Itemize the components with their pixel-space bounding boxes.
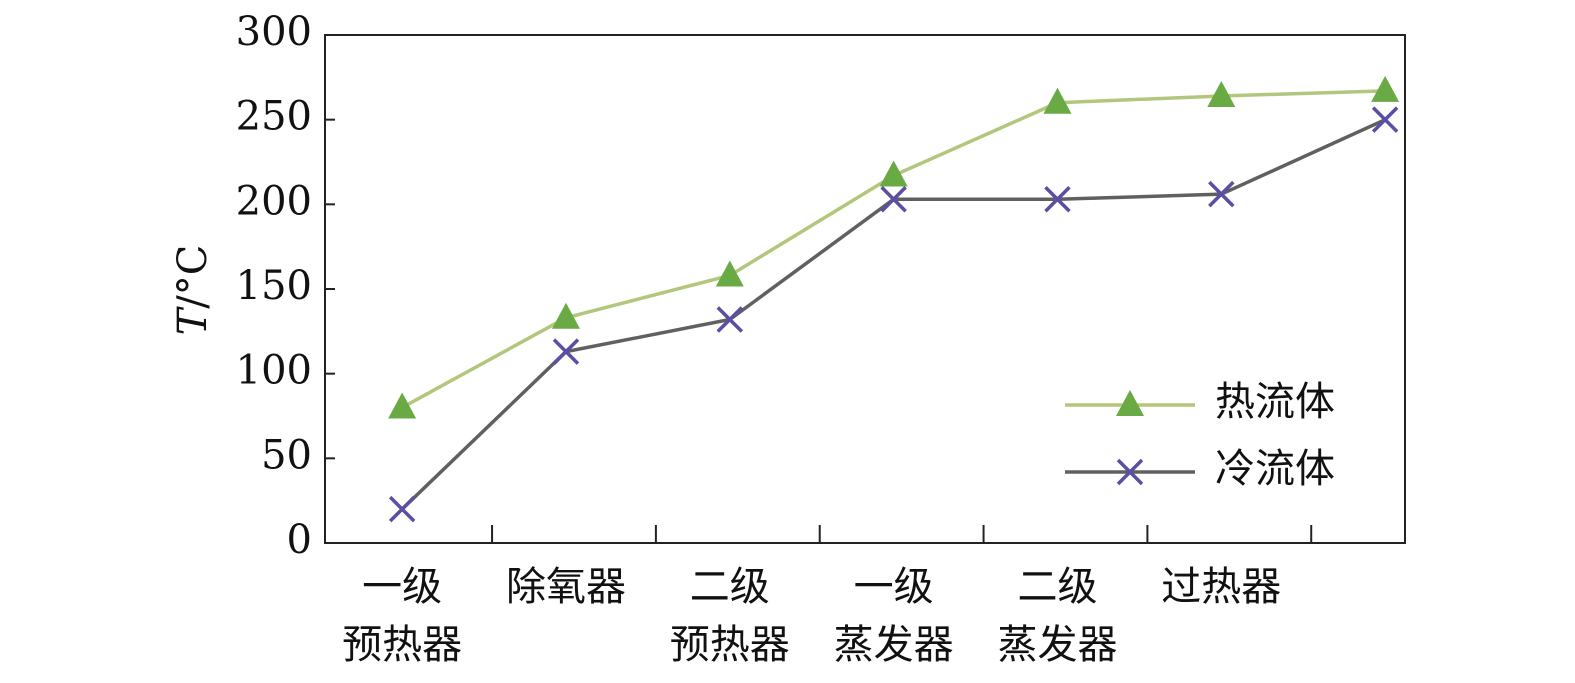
x-tick-label: 除氧器 [506,564,626,610]
legend-label: 冷流体 [1215,446,1335,492]
point [1371,106,1399,133]
point [552,338,580,365]
legend-label: 热流体 [1215,379,1335,425]
point [716,306,744,333]
point [880,186,907,213]
x-tick-label: 二级预热器 [670,564,790,668]
point [388,392,417,419]
y-axis-label: T/°C [170,245,216,336]
point [1208,180,1235,208]
y-tick-label: 0 [287,517,312,563]
y-tick-label: 150 [236,263,312,309]
point [879,160,908,187]
y-tick-label: 200 [236,178,312,224]
point [1044,186,1071,213]
point [1043,87,1072,114]
legend-marker [1116,390,1144,416]
y-tick-label: 250 [236,94,312,140]
y-tick-label: 300 [236,9,312,55]
series-line [401,89,1386,410]
point [715,260,744,287]
point [551,302,580,329]
x-tick-label: 一级预热器 [342,564,462,668]
x-tick-label: 二级蒸发器 [997,564,1117,668]
y-tick-label: 100 [236,348,312,394]
point [1371,75,1400,102]
point [388,495,416,523]
y-tick-label: 50 [261,432,312,478]
point [1207,80,1236,107]
x-tick-label: 过热器 [1161,564,1281,610]
x-tick-label: 一级蒸发器 [834,564,954,668]
legend-marker [1116,458,1144,486]
